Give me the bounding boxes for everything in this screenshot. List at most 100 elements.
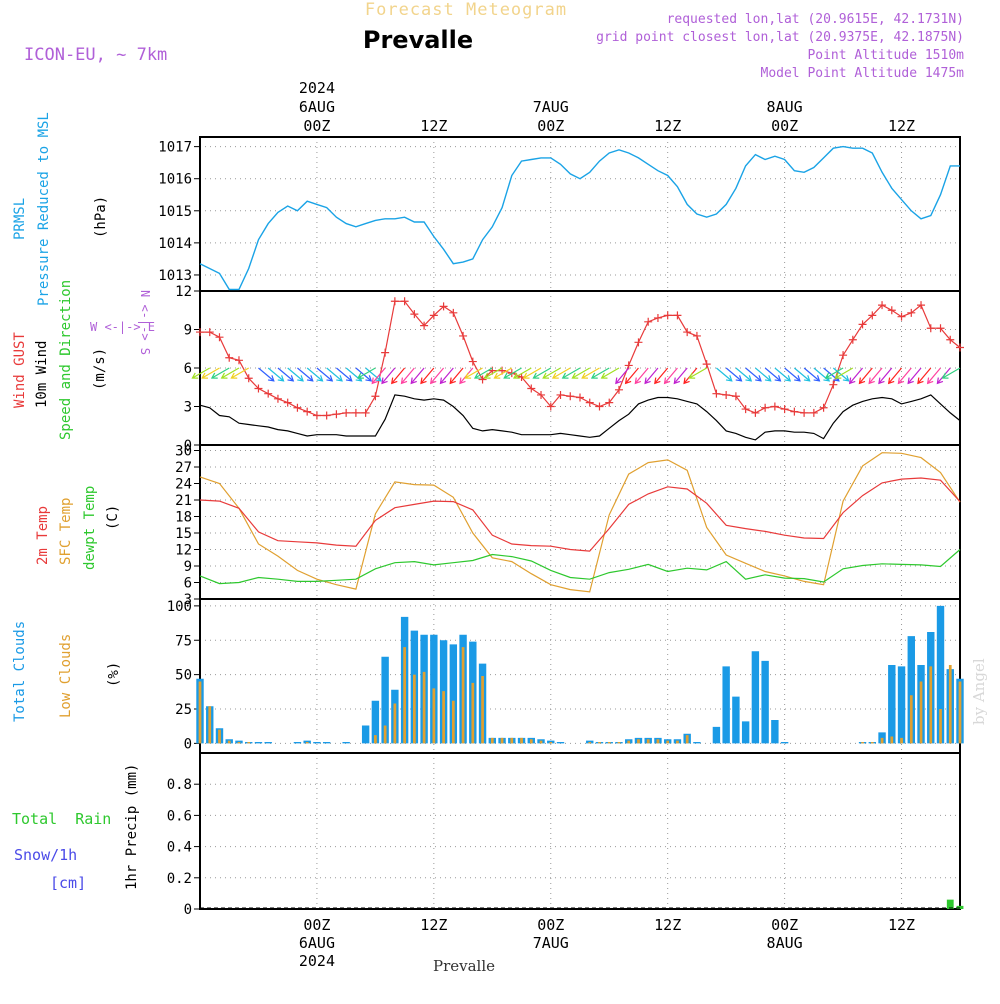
total-cloud-bar (556, 742, 565, 744)
gust-marker (731, 392, 740, 401)
low-cloud-bar (383, 725, 387, 744)
gust-marker (605, 398, 614, 407)
wind-arrow-head (522, 372, 530, 379)
wind-direction-arrow (754, 367, 772, 382)
model-altitude: Model Point Altitude 1475m (761, 66, 965, 81)
total-cloud-bar (381, 656, 389, 744)
y-tick-label: 0.2 (167, 871, 192, 887)
wind-arrow-head (371, 377, 378, 385)
gust-marker (936, 324, 945, 333)
gust-marker (887, 306, 896, 315)
wind-arrow-head (634, 377, 642, 385)
wind-direction-arrow (365, 367, 382, 382)
compass-we: W <-|-> E (90, 320, 155, 334)
wind-direction-arrow (688, 367, 707, 379)
wind-direction-arrow (834, 367, 854, 379)
gust-marker (702, 360, 711, 369)
wind-arrow-head (561, 372, 569, 379)
wind-direction-arrow (917, 367, 932, 385)
low-cloud-bar (861, 742, 864, 744)
wind-direction-arrow (926, 367, 941, 385)
snow-label: Snow/1h (14, 846, 77, 864)
wind-arrow-head (683, 377, 690, 385)
total-cloud-bar (371, 700, 380, 744)
wind-arrow-head (663, 377, 671, 385)
gust-marker (673, 311, 682, 320)
wind-direction-arrow (654, 367, 669, 385)
y-tick-label: 75 (175, 633, 192, 649)
bottom-time-label: 00Z (537, 916, 564, 934)
gust-marker (809, 408, 818, 417)
wind-arrow-shaft (357, 367, 376, 379)
wind-arrow-head (745, 375, 753, 382)
wind-direction-arrow (512, 367, 532, 379)
wind-arrow-head (210, 372, 218, 379)
wind-direction-arrow (764, 367, 782, 382)
low-cloud-bar (909, 695, 913, 744)
y-tick-label: 9 (184, 323, 192, 339)
low-cloud-bar (588, 742, 592, 744)
gust-marker (917, 301, 926, 310)
gust-marker (234, 356, 243, 365)
wind-arrow-shaft (581, 367, 600, 379)
gust-marker (351, 408, 360, 417)
gust-marker (946, 335, 955, 344)
top-time-label: 12Z (888, 117, 915, 135)
wind-direction-arrow (522, 367, 542, 379)
wind-direction-arrow (907, 367, 922, 385)
wind-arrow-head (449, 377, 456, 385)
y-tick-label: 21 (175, 493, 192, 509)
wind-direction-arrow (542, 367, 561, 379)
gust-marker (585, 398, 594, 407)
gust-marker (449, 308, 458, 317)
wind-direction-arrow (745, 367, 762, 382)
gust-marker (897, 312, 906, 321)
wind-arrow-shaft (689, 367, 707, 379)
prmsl-label: PRMSL (12, 198, 28, 240)
low-cloud-bar (490, 737, 494, 744)
wind-arrow-shaft (654, 367, 669, 384)
wind-direction-arrow (600, 367, 620, 379)
low-clouds-label: Low Clouds (58, 634, 74, 718)
wind-arrow-shaft (297, 367, 314, 382)
cloud-labels: Total Clouds Low Clouds (%) (12, 621, 122, 722)
y-tick-label: 25 (175, 702, 192, 718)
wind-arrow-shaft (673, 367, 688, 384)
wind-arrow-shaft (888, 367, 902, 384)
wind-labels: Wind GUST 10m Wind Speed and Direction (… (12, 280, 155, 440)
gust-marker (761, 403, 770, 412)
wind-arrow-shaft (371, 367, 386, 384)
wind-arrow-shaft (345, 367, 362, 382)
wind-arrow-shaft (287, 367, 304, 382)
y-tick-label: 0.4 (167, 840, 192, 856)
app-title: Forecast Meteogram (365, 0, 567, 20)
wind-direction-arrow (793, 367, 811, 382)
low-cloud-bar (510, 737, 514, 744)
wind-arrow-shaft (277, 367, 294, 382)
wind-arrow-shaft (813, 367, 830, 382)
wind-direction-arrow (220, 367, 240, 379)
wind-direction-arrow (210, 367, 230, 379)
wind-direction-arrow (230, 367, 250, 379)
wind-direction-arrow (439, 367, 454, 385)
low-cloud-bar (442, 691, 445, 744)
wind-arrow-head (824, 372, 832, 379)
total-cloud-bar (936, 605, 945, 744)
total-clouds-label: Total Clouds (12, 621, 28, 722)
low-cloud-bar (929, 666, 933, 744)
y-tick-label: 0 (184, 902, 192, 918)
gust-marker (741, 405, 750, 414)
wind-arrow-head (688, 372, 696, 379)
low-cloud-bar (403, 647, 406, 744)
gust-marker (303, 407, 312, 416)
bottom-time-label: 00Z (303, 916, 330, 934)
wind-direction-arrow (590, 367, 610, 379)
gust-marker (400, 297, 409, 306)
wind-arrow-head (654, 377, 661, 385)
wind-arrow-shaft (562, 367, 581, 379)
low-cloud-bar (939, 709, 942, 744)
y-tick-label: 0 (184, 438, 192, 454)
gust-marker (196, 328, 204, 337)
total-cloud-bar (761, 660, 769, 744)
low-cloud-bar (549, 742, 553, 744)
